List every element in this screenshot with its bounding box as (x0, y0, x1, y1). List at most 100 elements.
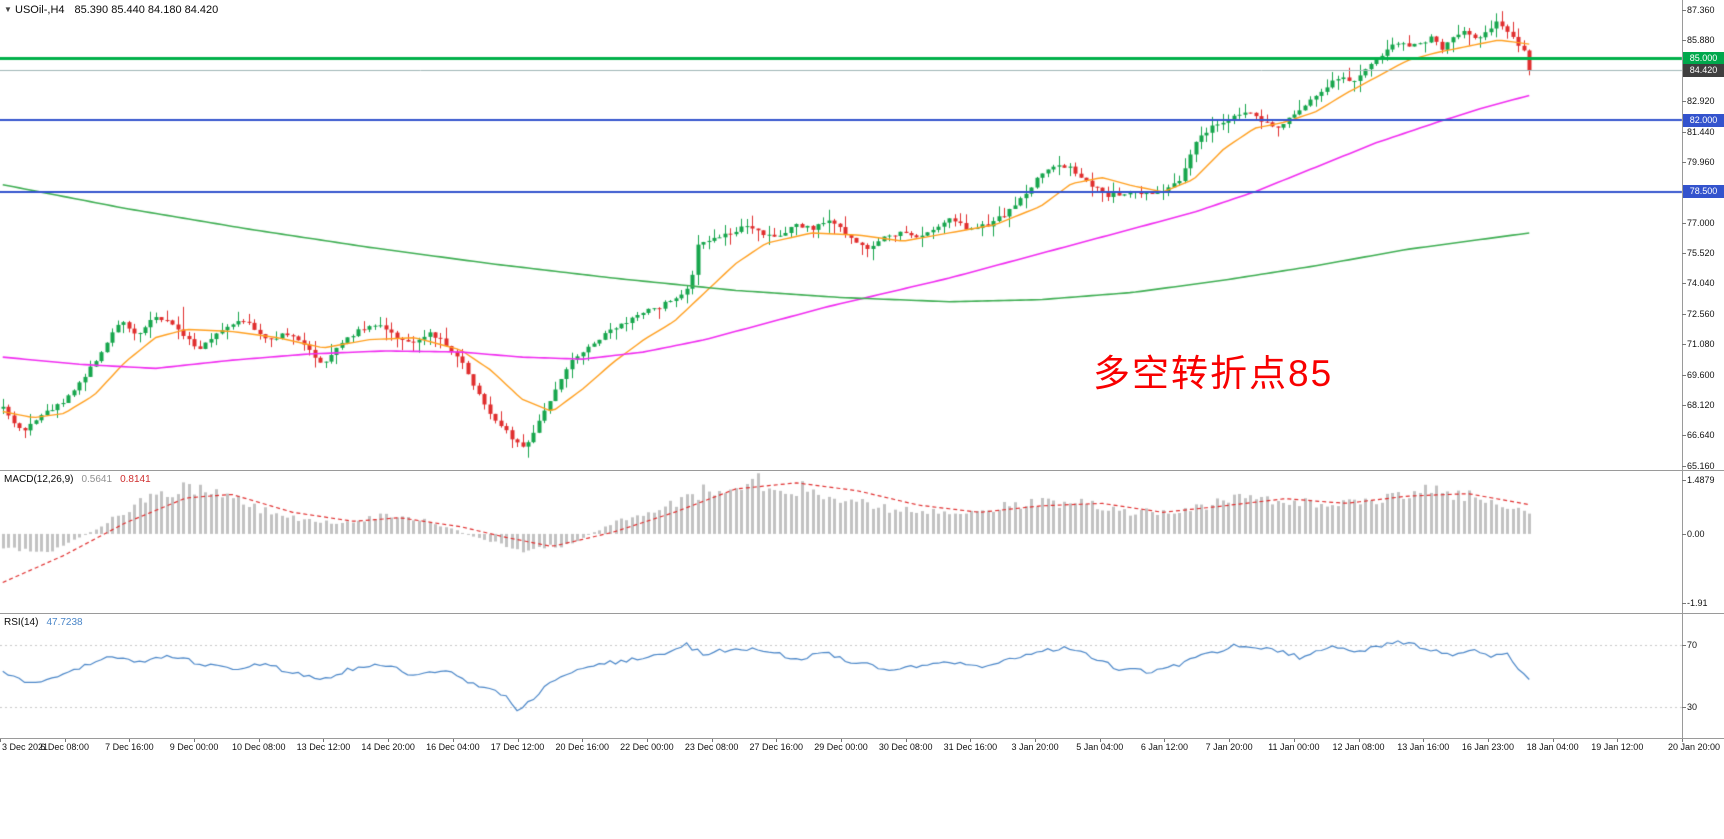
time-axis-tick (1164, 739, 1165, 742)
price-axis-tick (1682, 314, 1686, 315)
time-axis-tick (906, 739, 907, 742)
time-axis-tick (1294, 739, 1295, 742)
macd-axis-tick (1682, 480, 1686, 481)
annotation-text[interactable]: 多空转折点85 (1093, 353, 1334, 394)
time-axis-tick (1035, 739, 1036, 742)
time-axis-label: 16 Dec 04:00 (426, 742, 480, 752)
time-axis-label: 9 Dec 00:00 (169, 742, 219, 752)
time-axis-label: 17 Dec 12:00 (490, 742, 545, 752)
panel-separator-macd[interactable] (0, 470, 1724, 471)
time-axis-label: 30 Dec 08:00 (878, 742, 933, 752)
time-axis-tick (1488, 739, 1489, 742)
price-axis-label: 72.560 (1687, 308, 1715, 319)
time-axis-tick (647, 739, 648, 742)
time-axis-label: 22 Dec 00:00 (620, 742, 674, 752)
macd-histogram-value: 0.5641 (81, 474, 113, 485)
price-badge-78500: 78.500 (1683, 185, 1724, 199)
time-axis-tick (518, 739, 519, 742)
ohlc-values: 85.390 85.440 84.180 84.420 (74, 4, 219, 16)
price-axis-label: 68.120 (1687, 399, 1715, 410)
time-axis-label: 6 Jan 12:00 (1140, 742, 1188, 752)
time-axis-label: 29 Dec 00:00 (814, 742, 868, 752)
symbol-period-label: USOil-,H4 (15, 4, 65, 16)
price-axis-border[interactable] (1682, 0, 1683, 738)
time-axis-label: 14 Dec 20:00 (361, 742, 415, 752)
price-axis-tick (1682, 344, 1686, 345)
time-axis-tick (712, 739, 713, 742)
time-axis-tick (194, 739, 195, 742)
macd-axis-label: 0.00 (1687, 528, 1705, 539)
time-axis-tick (0, 739, 1, 742)
time-axis-label: 27 Dec 16:00 (749, 742, 804, 752)
price-axis-tick (1682, 101, 1686, 102)
price-axis-label: 71.080 (1687, 339, 1715, 350)
price-axis-label: 87.360 (1687, 5, 1715, 16)
time-axis-tick (970, 739, 971, 742)
time-axis-tick (1553, 739, 1554, 742)
price-axis-tick (1682, 405, 1686, 406)
time-axis-label: 5 Jan 04:00 (1076, 742, 1124, 752)
price-axis-label: 74.040 (1687, 278, 1715, 289)
time-axis-label: 6 Dec 08:00 (40, 742, 89, 752)
price-axis-tick (1682, 132, 1686, 133)
rsi-panel-canvas[interactable] (0, 614, 1724, 738)
price-chart-canvas[interactable] (0, 0, 1724, 470)
macd-axis-tick (1682, 603, 1686, 604)
time-axis-tick (259, 739, 260, 742)
time-axis-label: 13 Jan 16:00 (1397, 742, 1450, 752)
time-axis-label: 3 Jan 20:00 (1011, 742, 1059, 752)
time-axis-label: 7 Dec 16:00 (105, 742, 154, 752)
time-axis-label: 16 Jan 23:00 (1461, 742, 1514, 752)
price-badge-84420: 84.420 (1683, 63, 1724, 77)
time-axis-tick (129, 739, 130, 742)
rsi-axis-label: 30 (1687, 702, 1698, 712)
chart-dropdown-icon[interactable]: ▼ (4, 5, 12, 14)
time-axis-tick (65, 739, 66, 742)
time-axis-label: 3 Dec 2021 (2, 742, 49, 752)
time-axis-label: 19 Jan 12:00 (1591, 742, 1644, 752)
time-axis-tick (1359, 739, 1360, 742)
price-badge-85000: 85.000 (1683, 51, 1724, 65)
time-axis-label: 31 Dec 16:00 (943, 742, 998, 752)
price-axis-label: 82.920 (1687, 96, 1715, 107)
macd-panel-canvas[interactable] (0, 471, 1724, 613)
rsi-name: RSI(14) (4, 617, 39, 628)
time-axis-tick (1229, 739, 1230, 742)
rsi-axis-tick (1682, 707, 1686, 708)
price-axis-tick (1682, 466, 1686, 467)
time-axis-label: 10 Dec 08:00 (231, 742, 286, 752)
time-axis-tick (323, 739, 324, 742)
time-axis-tick (582, 739, 583, 742)
macd-label-bar: MACD(12,26,9) 0.5641 0.8141 (4, 474, 151, 485)
price-axis-label: 81.440 (1687, 126, 1715, 137)
time-axis-label: 18 Jan 04:00 (1526, 742, 1579, 752)
price-axis-tick (1682, 435, 1686, 436)
rsi-axis-tick (1682, 645, 1686, 646)
price-axis-label: 66.640 (1687, 430, 1715, 441)
time-axis-tick (841, 739, 842, 742)
rsi-value: 47.7238 (46, 617, 83, 628)
price-axis-tick (1682, 40, 1686, 41)
time-axis-label: 20 Jan 20:00 (1667, 742, 1720, 752)
time-axis-label: 12 Jan 08:00 (1332, 742, 1385, 752)
price-axis-tick (1682, 375, 1686, 376)
price-axis-label: 65.160 (1687, 460, 1715, 471)
price-badge-82000: 82.000 (1683, 113, 1724, 127)
time-axis-tick (1100, 739, 1101, 742)
time-axis-tick (1617, 739, 1618, 742)
price-axis-label: 85.880 (1687, 35, 1715, 46)
time-axis-label: 13 Dec 12:00 (296, 742, 351, 752)
time-axis-label: 23 Dec 08:00 (684, 742, 739, 752)
rsi-axis-label: 70 (1687, 640, 1698, 650)
price-axis-tick (1682, 10, 1686, 11)
price-axis-label: 79.960 (1687, 156, 1715, 167)
price-axis-label: 69.600 (1687, 369, 1715, 380)
time-axis-tick (1423, 739, 1424, 742)
price-axis-tick (1682, 283, 1686, 284)
macd-axis-label: -1.91 (1687, 597, 1708, 608)
time-axis-label: 7 Jan 20:00 (1205, 742, 1253, 752)
panel-separator-rsi[interactable] (0, 613, 1724, 614)
chart-title-bar: USOil-,H4 85.390 85.440 84.180 84.420 (15, 4, 218, 16)
rsi-label-bar: RSI(14) 47.7238 (4, 617, 83, 628)
